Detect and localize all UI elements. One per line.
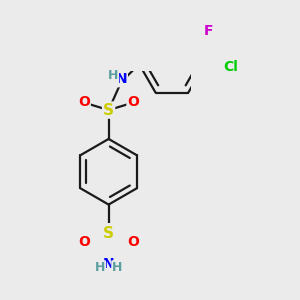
- Text: H: H: [94, 261, 105, 274]
- Text: O: O: [78, 95, 90, 109]
- Text: H: H: [108, 69, 118, 82]
- Text: H: H: [112, 261, 123, 274]
- Text: S: S: [103, 103, 114, 118]
- Text: O: O: [128, 235, 139, 249]
- Text: N: N: [103, 257, 114, 271]
- Text: O: O: [128, 95, 139, 109]
- Text: F: F: [204, 24, 214, 38]
- Text: N: N: [115, 72, 127, 86]
- Text: O: O: [78, 235, 90, 249]
- Text: S: S: [103, 226, 114, 241]
- Text: Cl: Cl: [223, 60, 238, 74]
